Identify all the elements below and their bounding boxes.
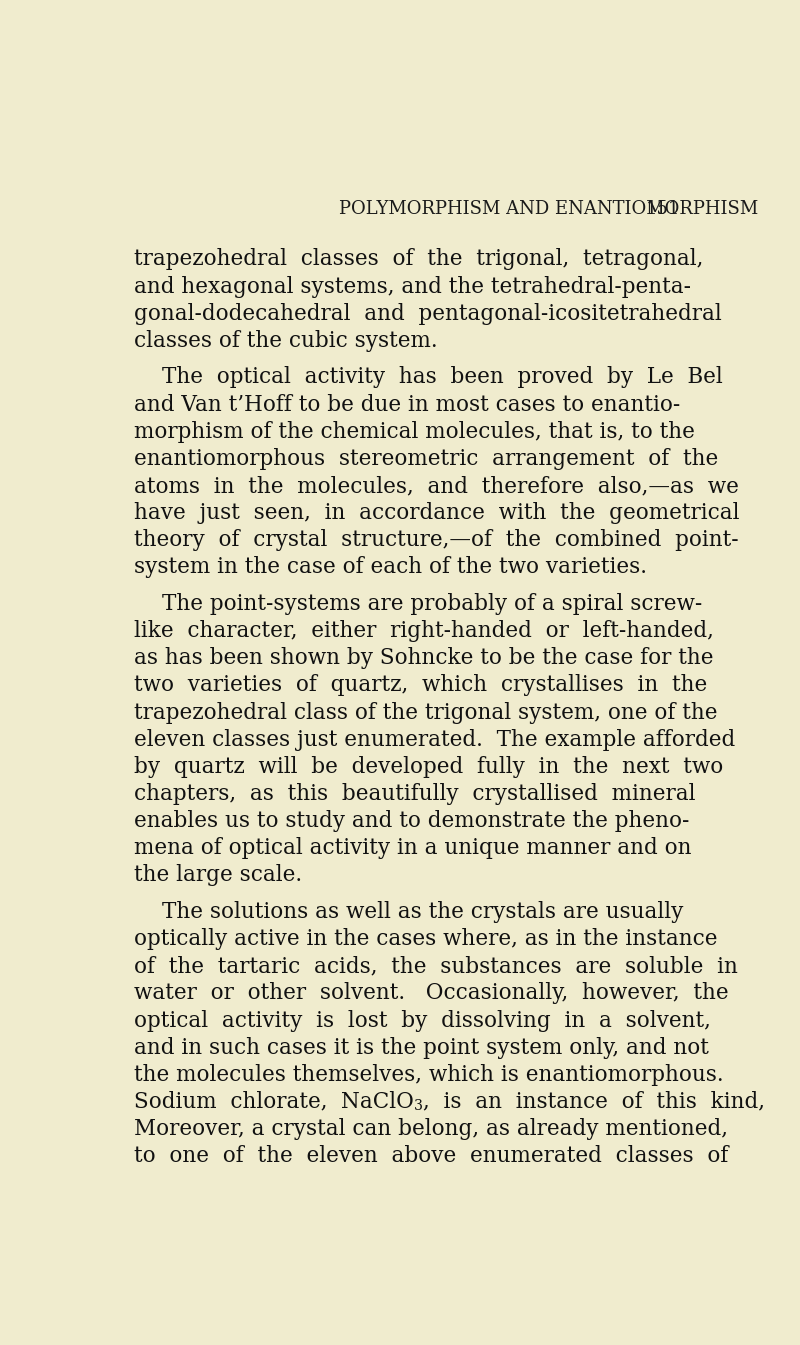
- Text: and Van t’Hoff to be due in most cases to enantio-: and Van t’Hoff to be due in most cases t…: [134, 394, 680, 416]
- Text: The  optical  activity  has  been  proved  by  Le  Bel: The optical activity has been proved by …: [162, 366, 722, 389]
- Text: optical  activity  is  lost  by  dissolving  in  a  solvent,: optical activity is lost by dissolving i…: [134, 1010, 711, 1032]
- Text: NaClO: NaClO: [342, 1091, 414, 1112]
- Text: classes of the cubic system.: classes of the cubic system.: [134, 330, 438, 352]
- Text: ,  is  an  instance  of  this  kind,: , is an instance of this kind,: [423, 1091, 766, 1112]
- Text: of  the  tartaric  acids,  the  substances  are  soluble  in: of the tartaric acids, the substances ar…: [134, 955, 738, 978]
- Text: chapters,  as  this  beautifully  crystallised  mineral: chapters, as this beautifully crystallis…: [134, 783, 696, 804]
- Text: water  or  other  solvent.   Occasionally,  however,  the: water or other solvent. Occasionally, ho…: [134, 982, 729, 1005]
- Text: optically active in the cases where, as in the instance: optically active in the cases where, as …: [134, 928, 718, 950]
- Text: 151: 151: [646, 199, 680, 218]
- Text: enables us to study and to demonstrate the pheno-: enables us to study and to demonstrate t…: [134, 810, 690, 833]
- Text: The point-systems are probably of a spiral screw-: The point-systems are probably of a spir…: [162, 593, 702, 615]
- Text: morphism of the chemical molecules, that is, to the: morphism of the chemical molecules, that…: [134, 421, 695, 443]
- Text: to  one  of  the  eleven  above  enumerated  classes  of: to one of the eleven above enumerated cl…: [134, 1145, 729, 1167]
- Text: eleven classes just enumerated.  The example afforded: eleven classes just enumerated. The exam…: [134, 729, 735, 751]
- Text: trapezohedral  classes  of  the  trigonal,  tetragonal,: trapezohedral classes of the trigonal, t…: [134, 249, 703, 270]
- Text: atoms  in  the  molecules,  and  therefore  also,—as  we: atoms in the molecules, and therefore al…: [134, 475, 739, 496]
- Text: Sodium  chlorate,: Sodium chlorate,: [134, 1091, 342, 1112]
- Text: 3: 3: [414, 1099, 423, 1114]
- Text: and hexagonal systems, and the tetrahedral-penta-: and hexagonal systems, and the tetrahedr…: [134, 276, 691, 297]
- Text: and in such cases it is the point system only, and not: and in such cases it is the point system…: [134, 1037, 709, 1059]
- Text: gonal-dodecahedral  and  pentagonal-icositetrahedral: gonal-dodecahedral and pentagonal-icosit…: [134, 303, 722, 324]
- Text: by  quartz  will  be  developed  fully  in  the  next  two: by quartz will be developed fully in the…: [134, 756, 723, 777]
- Text: as has been shown by Sohncke to be the case for the: as has been shown by Sohncke to be the c…: [134, 647, 714, 670]
- Text: have  just  seen,  in  accordance  with  the  geometrical: have just seen, in accordance with the g…: [134, 502, 740, 525]
- Text: the large scale.: the large scale.: [134, 865, 302, 886]
- Text: mena of optical activity in a unique manner and on: mena of optical activity in a unique man…: [134, 837, 691, 859]
- Text: POLYMORPHISM AND ENANTIOMORPHISM: POLYMORPHISM AND ENANTIOMORPHISM: [338, 199, 758, 218]
- Text: theory  of  crystal  structure,—of  the  combined  point-: theory of crystal structure,—of the comb…: [134, 529, 738, 551]
- Text: system in the case of each of the two varieties.: system in the case of each of the two va…: [134, 557, 647, 578]
- Text: Moreover, a crystal can belong, as already mentioned,: Moreover, a crystal can belong, as alrea…: [134, 1118, 728, 1141]
- Text: trapezohedral class of the trigonal system, one of the: trapezohedral class of the trigonal syst…: [134, 702, 718, 724]
- Text: two  varieties  of  quartz,  which  crystallises  in  the: two varieties of quartz, which crystalli…: [134, 674, 707, 697]
- Text: enantiomorphous  stereometric  arrangement  of  the: enantiomorphous stereometric arrangement…: [134, 448, 718, 469]
- Text: like  character,  either  right-handed  or  left-handed,: like character, either right-handed or l…: [134, 620, 714, 642]
- Text: The solutions as well as the crystals are usually: The solutions as well as the crystals ar…: [162, 901, 683, 923]
- Text: the molecules themselves, which is enantiomorphous.: the molecules themselves, which is enant…: [134, 1064, 724, 1085]
